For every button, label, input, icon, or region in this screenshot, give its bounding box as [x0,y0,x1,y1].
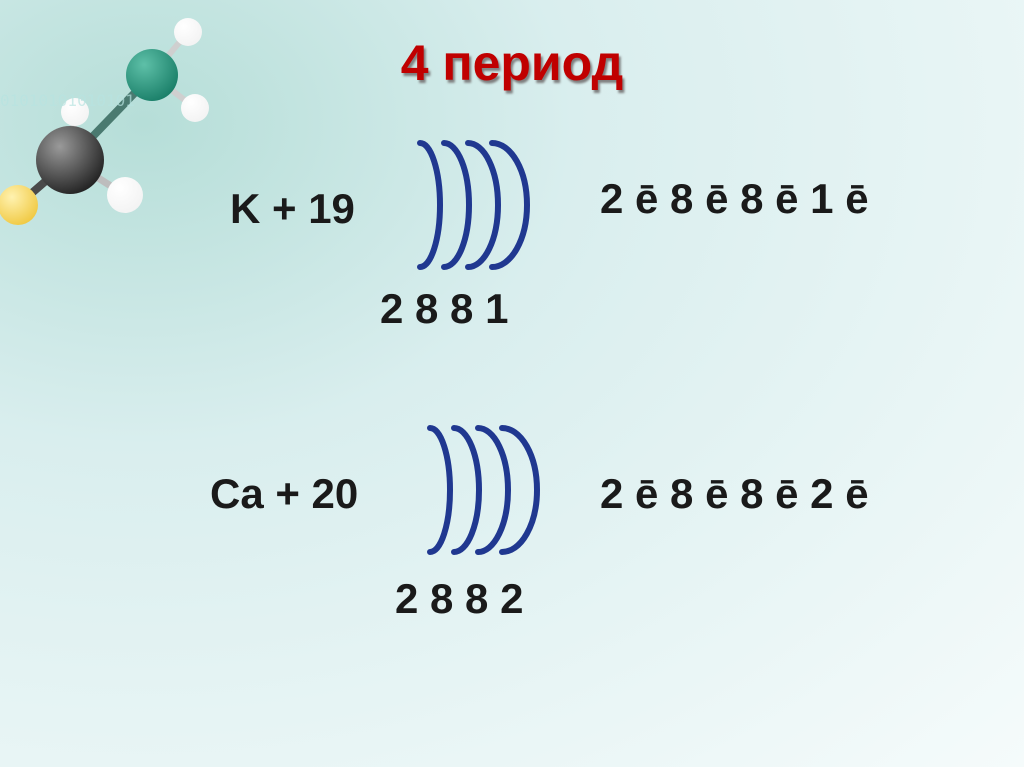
element-label-1: Ca + 20 [210,470,358,518]
shell-numbers-0: 2 8 8 1 [380,285,508,333]
slide: 01010101010101 4 период K + 192 ē 8 ē 8 … [0,0,1024,767]
electron-config-0: 2 ē 8 ē 8 ē 1 ē [600,175,869,223]
element-label-0: K + 19 [230,185,355,233]
electron-shells-0 [410,140,612,270]
shell-numbers-1: 2 8 8 2 [395,575,523,623]
slide-background [0,0,1024,767]
electron-shells-1 [420,425,622,555]
electron-config-1: 2 ē 8 ē 8 ē 2 ē [600,470,869,518]
slide-title: 4 период [0,34,1024,92]
